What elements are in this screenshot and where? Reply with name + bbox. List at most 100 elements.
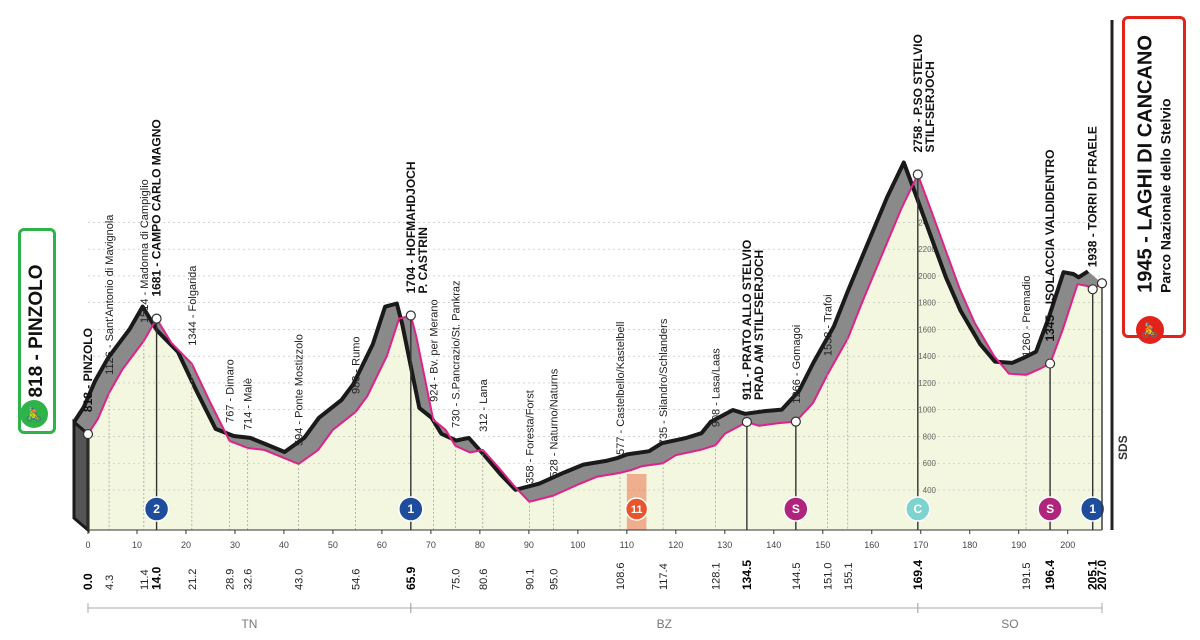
waypoint-name: 1938 - TORRI DI FRAELE — [1086, 126, 1100, 267]
y-tick-label: 400 — [923, 486, 937, 495]
sprint-badge — [783, 496, 809, 522]
waypoint-marker — [741, 416, 752, 428]
waypoint-name: 312 - Lana — [478, 378, 490, 431]
y-tick-label: 1200 — [918, 379, 936, 388]
waypoint-name: 1532 - Trafoi — [823, 294, 835, 356]
y-tick-label: 1600 — [918, 325, 936, 334]
waypoint-km: 43.0 — [294, 569, 306, 590]
waypoint-km: 54.6 — [350, 569, 362, 590]
waypoint-km: 205.1 — [1086, 560, 1100, 590]
waypoint-marker — [1044, 358, 1056, 369]
waypoint-name: 735 - Silandro/Schlanders — [658, 318, 670, 445]
y-tick-label: 2200 — [918, 245, 936, 254]
waypoint-marker — [1087, 284, 1098, 295]
x-tick-label: 80 — [475, 540, 485, 550]
waypoint-km: 4.3 — [104, 575, 116, 590]
waypoint-name: 1514 - Madonna di Campiglio — [139, 179, 151, 323]
waypoint-name-2: STILFSERJOCH — [923, 61, 937, 152]
y-tick-label: 2000 — [918, 272, 936, 281]
waypoint-name: 730 - S.Pancrazio/St. Pankraz — [450, 280, 462, 427]
x-tick-label: 120 — [668, 540, 683, 550]
region-label: SO — [1001, 617, 1018, 631]
sprint-badge-label: S — [1046, 502, 1054, 516]
kom-badge — [143, 496, 170, 522]
waypoint-km: 117.4 — [658, 563, 670, 590]
sprint-badge-label: S — [792, 502, 800, 516]
kom-badge — [398, 496, 424, 522]
kom-badge-label: C — [913, 502, 922, 516]
waypoint-km: 28.9 — [225, 569, 237, 590]
waypoint-km: 11.4 — [139, 569, 151, 590]
x-tick-label: 40 — [279, 540, 289, 550]
waypoint-name: 594 - Ponte Mostizzolo — [294, 334, 306, 446]
y-tick-label: 1800 — [918, 299, 936, 308]
waypoint-name: 1266 - Gomagoi — [791, 325, 803, 404]
waypoint-name: 911 - PRATO ALLO STELVIO — [740, 240, 754, 400]
waypoint-km: 108.6 — [615, 562, 627, 590]
kom-badge — [1079, 496, 1106, 522]
x-tick-label: 50 — [328, 540, 338, 550]
x-tick-label: 60 — [377, 540, 387, 550]
waypoint-km: 191.5 — [1021, 562, 1033, 590]
x-tick-label: 10 — [132, 540, 142, 550]
x-tick-label: 190 — [1011, 540, 1026, 550]
x-tick-label: 90 — [524, 540, 534, 550]
waypoint-name: 1344 - Folgarida — [187, 265, 199, 346]
waypoint-km: 32.6 — [243, 569, 255, 590]
start-label-box: 818 - PINZOLO — [18, 228, 56, 434]
waypoint-marker — [405, 310, 416, 321]
waypoint-km: 151.0 — [823, 562, 835, 590]
waypoint-km: 65.9 — [404, 566, 418, 590]
x-tick-label: 140 — [766, 540, 781, 550]
waypoint-name: 2758 - P.SO STELVIO — [911, 34, 925, 152]
feed-zone-label: 11 — [631, 504, 643, 516]
waypoint-name: 983 - Rumo — [350, 337, 362, 394]
waypoint-name-2: P. CASTRIN — [416, 227, 430, 293]
waypoint-name: 908 - Lasa/Laas — [711, 348, 723, 427]
y-tick-label: 1400 — [918, 352, 936, 361]
waypoint-km: 134.5 — [740, 560, 754, 590]
waypoint-km: 196.4 — [1043, 560, 1057, 590]
waypoint-marker — [151, 313, 162, 324]
x-tick-label: 110 — [620, 540, 634, 550]
x-tick-label: 150 — [815, 540, 830, 550]
region-label: BZ — [657, 617, 672, 631]
waypoint-km: 128.1 — [711, 562, 723, 590]
waypoint-km: 169.4 — [911, 560, 925, 590]
road-band — [74, 162, 1102, 502]
waypoint-marker — [1096, 278, 1108, 289]
x-tick-label: 130 — [717, 540, 732, 550]
waypoint-name: 1345 - ISOLACCIA VALDIDENTRO — [1043, 150, 1057, 342]
waypoint-km: 95.0 — [548, 569, 560, 590]
x-tick-label: 30 — [230, 540, 240, 550]
waypoint-name-2: PRAD AM STILFSERJOCH — [752, 250, 766, 400]
waypoint-name: 924 - Bv. per Merano — [428, 299, 440, 402]
x-tick-label: 170 — [913, 540, 928, 550]
waypoint-name: 577 - Castelbello/Kastelbell — [615, 322, 627, 455]
y-tick-label: 600 — [923, 459, 937, 468]
waypoint-name: 1681 - CAMPO CARLO MAGNO — [150, 119, 164, 296]
feed-zone-icon — [624, 497, 649, 521]
kom-badge-label: 2 — [153, 502, 160, 516]
waypoint-km: 90.1 — [524, 569, 536, 590]
x-tick-label: 70 — [426, 540, 436, 550]
region-label: TN — [241, 617, 257, 631]
waypoint-marker — [790, 416, 801, 427]
y-tick-label: 1000 — [918, 406, 936, 415]
y-tick-label: 800 — [923, 432, 937, 441]
waypoint-km: 144.5 — [791, 562, 803, 590]
waypoint-km: 207.0 — [1095, 560, 1109, 590]
waypoint-name: 528 - Naturno/Naturns — [548, 368, 560, 477]
x-tick-label: 20 — [181, 540, 191, 550]
road-edge — [72, 160, 1090, 492]
waypoint-marker — [912, 169, 923, 180]
sprint-badge — [1037, 496, 1063, 522]
x-tick-label: 0 — [85, 540, 90, 550]
waypoint-name: 767 - Dimaro — [225, 359, 237, 423]
waypoint-km: 0.0 — [81, 573, 95, 590]
profile-line — [87, 173, 1103, 503]
waypoint-km: 80.6 — [478, 569, 490, 590]
waypoint-km: 14.0 — [150, 566, 164, 590]
cyclist-icon: 🚴 — [20, 400, 48, 428]
